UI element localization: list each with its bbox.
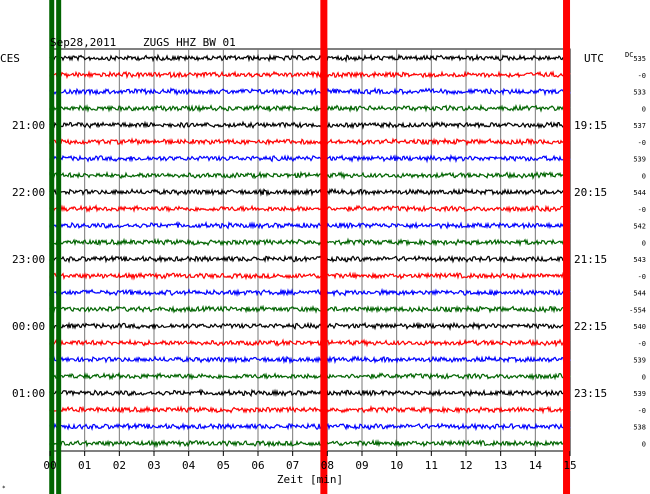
x-tick-label: 12	[459, 459, 472, 472]
dc-value: 537	[633, 122, 646, 130]
trace-1	[49, 53, 571, 63]
dc-value: 540	[633, 323, 646, 331]
dc-value: 539	[633, 357, 646, 365]
trace-18	[49, 338, 571, 348]
x-tick-label: 03	[147, 459, 160, 472]
grid	[49, 48, 571, 452]
x-tick-label: 11	[425, 459, 438, 472]
trace-22	[49, 404, 571, 415]
dc-value: 0	[642, 239, 646, 247]
dc-value: 538	[633, 424, 646, 432]
x-tick-label: 01	[78, 459, 91, 472]
dc-value: 539	[633, 156, 646, 164]
dc-value: 0	[642, 172, 646, 180]
dc-values: 535 -0 533 0 537 -0 539 0 544 -0 542 0 543 -0 544 -554 5…	[629, 55, 646, 448]
dc-value: 535	[633, 55, 646, 63]
x-tick-label: 04	[182, 459, 196, 472]
x-tick-label: 08	[321, 459, 334, 472]
x-tick-label: 00	[43, 459, 56, 472]
x-tick-label: 05	[217, 459, 230, 472]
dc-value: 0	[642, 440, 646, 448]
left-time-label: 01:00	[12, 387, 45, 400]
x-axis-title: Zeit [min]	[277, 473, 343, 486]
trace-13	[49, 254, 571, 264]
x-tick-label: 14	[529, 459, 543, 472]
trace-17	[49, 321, 571, 331]
x-tick-label: 10	[390, 459, 403, 472]
right-timezone-label: UTC	[584, 52, 604, 65]
trace-19	[49, 355, 571, 365]
trace-16	[49, 304, 571, 314]
right-time-label: 21:15	[574, 253, 607, 266]
trace-23	[49, 422, 571, 432]
corner-glyph: *	[2, 485, 6, 492]
trace-9	[49, 187, 571, 197]
left-time-label: 22:00	[12, 186, 45, 199]
trace-10	[49, 204, 571, 214]
right-time-label: 22:15	[574, 320, 607, 333]
dc-value: -0	[638, 407, 646, 415]
x-axis-ticks: 00 01 02 03 04 05 06 07 08 09 10 11 12 13 14 15	[43, 451, 577, 472]
chart-date: Sep28,2011	[50, 36, 116, 49]
dc-value: 544	[633, 189, 646, 197]
dc-value: 533	[633, 89, 646, 97]
x-tick-label: 07	[286, 459, 299, 472]
trace-5	[49, 120, 570, 130]
trace-6	[49, 137, 571, 147]
x-tick-label: 02	[113, 459, 126, 472]
dc-value: 544	[633, 290, 646, 298]
right-time-labels: 19:15 20:15 21:15 22:15 23:15	[574, 119, 607, 400]
left-time-label: 21:00	[12, 119, 45, 132]
trace-4	[49, 103, 571, 113]
dc-column-header: DC	[625, 51, 633, 59]
trace-2	[49, 70, 571, 80]
traces	[49, 53, 571, 449]
dc-value: 0	[642, 105, 646, 113]
right-time-label: 23:15	[574, 387, 607, 400]
dc-value: 539	[633, 390, 646, 398]
dc-value: -554	[629, 306, 646, 314]
x-tick-label: 06	[251, 459, 264, 472]
dc-value: -0	[638, 72, 646, 80]
dc-value: 543	[633, 256, 646, 264]
trace-12	[49, 237, 571, 247]
dc-value: 542	[633, 223, 646, 231]
trace-14	[49, 271, 571, 281]
left-timezone-label: CES	[0, 52, 20, 65]
trace-20	[49, 371, 571, 381]
left-time-label: 23:00	[12, 253, 45, 266]
dc-value: -0	[638, 340, 646, 348]
left-time-label: 00:00	[12, 320, 45, 333]
x-tick-label: 13	[494, 459, 507, 472]
x-tick-label: 09	[355, 459, 368, 472]
right-time-label: 20:15	[574, 186, 607, 199]
trace-11	[49, 220, 571, 230]
right-time-label: 19:15	[574, 119, 607, 132]
dc-value: -0	[638, 139, 646, 147]
trace-15	[49, 287, 571, 298]
trace-8	[49, 170, 570, 181]
left-time-labels: 21:00 22:00 23:00 00:00 01:00	[12, 119, 45, 400]
dc-value: -0	[638, 206, 646, 214]
trace-7	[49, 153, 571, 164]
chart-station: ZUGS HHZ BW 01	[143, 36, 236, 49]
x-tick-label: 15	[563, 459, 576, 472]
dc-value: -0	[638, 273, 646, 281]
event-markers	[49, 0, 571, 494]
trace-24	[49, 438, 570, 449]
trace-21	[49, 388, 571, 398]
dc-value: 0	[642, 373, 646, 381]
trace-3	[49, 86, 571, 97]
